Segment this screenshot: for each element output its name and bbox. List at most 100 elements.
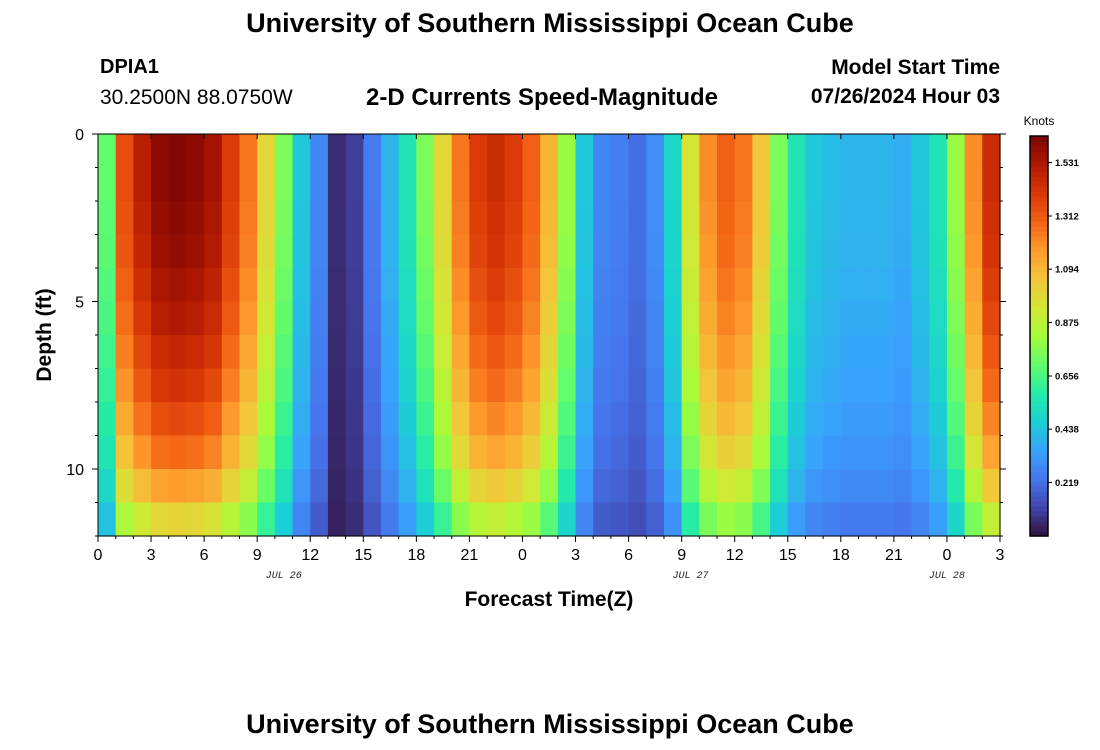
heatmap-cell (893, 368, 913, 403)
heatmap-cell (434, 301, 453, 336)
heatmap-cell (787, 268, 807, 303)
heatmap-cell (186, 201, 205, 236)
heatmap-cell (363, 368, 382, 403)
chart-subtitle: 2-D Currents Speed-Magnitude (366, 84, 719, 111)
heatmap-cell (946, 234, 966, 269)
heatmap-cell (610, 435, 630, 470)
heatmap-cell (522, 268, 541, 303)
x-tick-label: 3 (996, 547, 1005, 564)
heatmap-cell (699, 368, 718, 403)
heatmap-cell (610, 134, 630, 169)
heatmap-cell (982, 368, 1001, 403)
colorbar-segment (1030, 461, 1048, 467)
heatmap-cell (876, 134, 895, 169)
heatmap-cell (982, 335, 1001, 370)
heatmap-cell (274, 502, 294, 537)
heatmap-cell (982, 469, 1001, 504)
heatmap-cell (858, 368, 877, 403)
heatmap-cell (840, 301, 860, 336)
heatmap-cell (593, 301, 612, 336)
heatmap-cell (770, 301, 789, 336)
heatmap-cell (133, 502, 152, 537)
heatmap-cell (133, 201, 152, 236)
heatmap-cell (946, 301, 966, 336)
heatmap-cell (628, 167, 647, 202)
heatmap-cell (380, 301, 400, 336)
heatmap-cell (380, 502, 400, 537)
heatmap-cell (98, 402, 117, 437)
heatmap-cell (911, 502, 930, 537)
heatmap-cell (434, 469, 453, 504)
heatmap-cell (717, 469, 736, 504)
heatmap-cell (540, 301, 559, 336)
heatmap-cell (787, 435, 807, 470)
heatmap-cell (646, 167, 665, 202)
heatmap-cell (770, 469, 789, 504)
colorbar-segment (1030, 436, 1048, 442)
heatmap-cell (186, 167, 205, 202)
heatmap-cell (840, 368, 860, 403)
colorbar-segment (1030, 261, 1048, 267)
heatmap-cell (292, 402, 311, 437)
heatmap-cell (186, 402, 205, 437)
heatmap-cell (469, 201, 488, 236)
heatmap-cell (610, 234, 630, 269)
x-tick-label: 12 (726, 547, 744, 564)
heatmap-cell (840, 502, 860, 537)
heatmap-cell (274, 201, 294, 236)
heatmap-cell (663, 268, 683, 303)
heatmap-cell (911, 167, 930, 202)
heatmap-cell (310, 167, 329, 202)
heatmap-cell (115, 502, 134, 537)
colorbar-segment (1030, 416, 1048, 422)
heatmap-cell (398, 435, 417, 470)
heatmap-cell (964, 335, 983, 370)
heatmap-cell (893, 301, 913, 336)
y-tick-label: 0 (75, 127, 84, 144)
heatmap-cell (451, 402, 471, 437)
heatmap-cell (646, 268, 665, 303)
heatmap-cell (115, 368, 134, 403)
colorbar-segment (1030, 451, 1048, 457)
colorbar-segment (1030, 346, 1048, 352)
colorbar-segment (1030, 326, 1048, 332)
heatmap-cell (204, 167, 223, 202)
heatmap-cell (257, 502, 276, 537)
heatmap-cell (823, 134, 842, 169)
colorbar-segment (1030, 186, 1048, 192)
heatmap-cell (327, 335, 347, 370)
heatmap-cell (274, 402, 294, 437)
heatmap-cell (770, 167, 789, 202)
heatmap-cell (469, 134, 488, 169)
heatmap-cell (876, 167, 895, 202)
heatmap-cell (593, 134, 612, 169)
heatmap-cell (186, 469, 205, 504)
colorbar-segment (1030, 146, 1048, 152)
colorbar-segment (1030, 376, 1048, 382)
heatmap-cell (858, 301, 877, 336)
colorbar-segment (1030, 526, 1048, 532)
heatmap-cell (663, 301, 683, 336)
heatmap-cell (221, 201, 241, 236)
heatmap-cell (504, 368, 524, 403)
heatmap-cell (221, 134, 241, 169)
heatmap-cell (540, 469, 559, 504)
heatmap-cell (398, 335, 417, 370)
colorbar-segment (1030, 501, 1048, 507)
heatmap-cell (911, 134, 930, 169)
heatmap-cell (858, 234, 877, 269)
colorbar-segment (1030, 361, 1048, 367)
heatmap-cell (876, 469, 895, 504)
heatmap-cell (610, 368, 630, 403)
heatmap-cell (646, 134, 665, 169)
y-tick-label: 10 (66, 462, 84, 479)
colorbar-segment (1030, 141, 1048, 147)
x-tick-label: 15 (779, 547, 797, 564)
heatmap-cell (115, 134, 134, 169)
model-start-label: Model Start Time (831, 56, 1000, 79)
heatmap-cell (752, 301, 771, 336)
heatmap-cell (911, 234, 930, 269)
heatmap-cell (681, 268, 700, 303)
heatmap-cell (487, 134, 506, 169)
heatmap-cell (893, 469, 913, 504)
